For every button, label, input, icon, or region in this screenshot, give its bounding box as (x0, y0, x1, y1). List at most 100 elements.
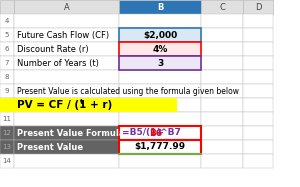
Text: D: D (255, 2, 261, 11)
Bar (243, 126, 273, 140)
Bar (119, 84, 201, 98)
Text: 13: 13 (2, 144, 11, 150)
Bar (0, 56, 14, 70)
Bar (14, 112, 119, 126)
Text: 8: 8 (5, 74, 9, 80)
Bar (201, 0, 243, 14)
Text: 9: 9 (5, 88, 9, 94)
Bar (14, 0, 119, 14)
Bar (119, 14, 201, 28)
Text: 4: 4 (5, 18, 9, 24)
Text: $2,000: $2,000 (143, 30, 177, 39)
Bar (243, 112, 273, 126)
Text: 13: 13 (2, 144, 11, 150)
Bar (119, 56, 201, 70)
Bar (14, 98, 119, 112)
Bar (201, 70, 243, 84)
Text: $1,777.99: $1,777.99 (134, 142, 186, 151)
Bar (201, 14, 243, 28)
Bar (243, 0, 273, 14)
Bar (0, 140, 14, 154)
Text: A: A (64, 2, 69, 11)
Bar (14, 28, 119, 42)
Bar (119, 140, 201, 154)
Text: B: B (157, 2, 163, 11)
Bar (14, 126, 119, 140)
Text: Present Value: Present Value (17, 142, 83, 151)
Bar (243, 42, 273, 56)
Bar (0, 70, 14, 84)
Bar (201, 84, 243, 98)
Bar (14, 84, 119, 98)
Bar (119, 126, 201, 140)
Text: 4%: 4% (152, 45, 168, 53)
Bar (201, 112, 243, 126)
Bar (0, 42, 14, 56)
Bar (119, 70, 201, 84)
Bar (119, 140, 201, 154)
Bar (14, 154, 119, 168)
Text: 11: 11 (2, 116, 11, 122)
Bar (0, 98, 14, 112)
Bar (119, 126, 201, 140)
Bar (243, 154, 273, 168)
Bar (0, 126, 14, 140)
Bar (14, 140, 119, 154)
Bar (119, 56, 201, 70)
Text: B6: B6 (149, 128, 162, 137)
Bar (201, 28, 243, 42)
Bar (201, 42, 243, 56)
Bar (243, 84, 273, 98)
Bar (201, 154, 243, 168)
Bar (0, 154, 14, 168)
Text: 12: 12 (3, 130, 11, 136)
Bar (119, 42, 201, 56)
Text: 3: 3 (157, 59, 163, 68)
Text: 5: 5 (5, 32, 9, 38)
Bar (243, 98, 273, 112)
Text: Present Value Formula: Present Value Formula (17, 128, 124, 137)
Bar (243, 140, 273, 154)
Bar (14, 14, 119, 28)
Bar (201, 126, 243, 140)
Bar (14, 70, 119, 84)
Bar (119, 42, 201, 56)
Bar (201, 98, 243, 112)
Bar (119, 98, 201, 112)
Bar (0, 112, 14, 126)
Text: 14: 14 (3, 158, 11, 164)
Bar (201, 140, 243, 154)
Bar (0, 98, 177, 112)
Bar (243, 14, 273, 28)
Bar (119, 28, 201, 42)
Text: C: C (219, 2, 225, 11)
Text: Number of Years (t): Number of Years (t) (17, 59, 99, 68)
Text: 10: 10 (2, 102, 11, 108)
Text: 7: 7 (5, 60, 9, 66)
Bar (14, 140, 119, 154)
Bar (0, 28, 14, 42)
Bar (201, 56, 243, 70)
Bar (14, 126, 119, 140)
Bar (119, 154, 201, 168)
Bar (0, 14, 14, 28)
Bar (243, 56, 273, 70)
Bar (14, 56, 119, 70)
Text: =B5/(1+: =B5/(1+ (122, 128, 164, 137)
Bar (0, 126, 14, 140)
Text: PV = CF / (1 + r): PV = CF / (1 + r) (17, 100, 116, 110)
Bar (119, 112, 201, 126)
Text: Present Value is calculated using the formula given below: Present Value is calculated using the fo… (17, 87, 239, 96)
Bar (0, 0, 14, 14)
Bar (119, 0, 201, 14)
Text: )^B7: )^B7 (157, 128, 181, 137)
Text: t: t (80, 99, 83, 105)
Bar (243, 70, 273, 84)
Text: 12: 12 (3, 130, 11, 136)
Bar (0, 140, 14, 154)
Text: 6: 6 (5, 46, 9, 52)
Text: Discount Rate (r): Discount Rate (r) (17, 45, 88, 53)
Text: Future Cash Flow (CF): Future Cash Flow (CF) (17, 30, 109, 39)
Bar (0, 84, 14, 98)
Bar (119, 28, 201, 42)
